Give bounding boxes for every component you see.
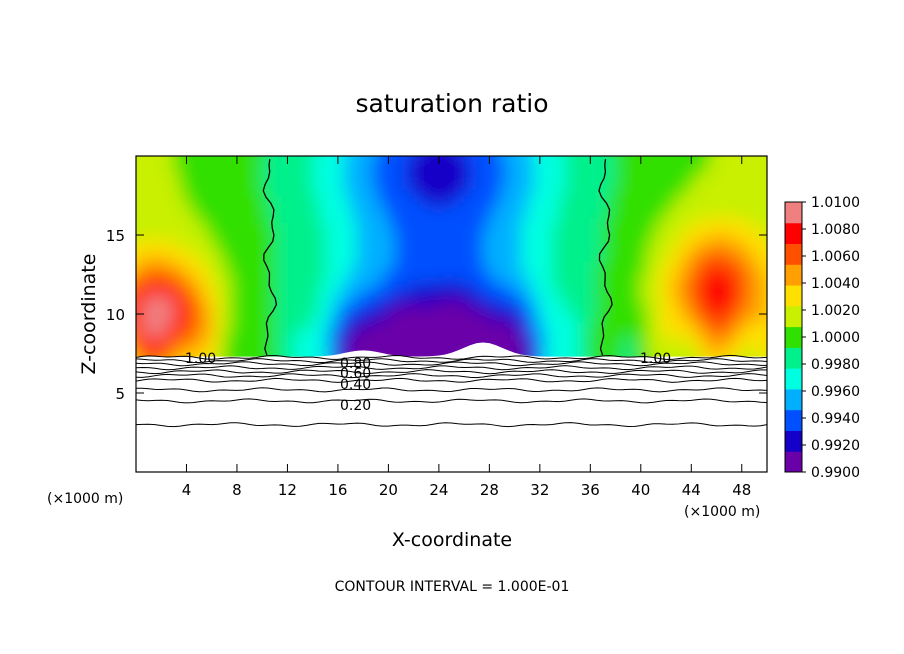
colorbar-swatch [785, 451, 802, 473]
contour-label-0.40: 0.40 [340, 377, 371, 393]
x-tick-label: 16 [328, 481, 347, 499]
colorbar-label: 0.9920 [811, 438, 860, 454]
colorbar-swatch [785, 368, 802, 390]
contour-line [136, 387, 767, 393]
y-tick-label: 10 [106, 306, 125, 324]
contour-line [136, 377, 767, 383]
colorbar-swatch [785, 305, 802, 328]
contour-line [136, 373, 767, 379]
contour-label-1.00-right: 1.00 [640, 351, 671, 367]
x-tick-label: 32 [530, 481, 549, 499]
contour-line [136, 361, 767, 367]
terrain-boundary [136, 342, 767, 472]
x-unit-label-right: (×1000 m) [684, 504, 760, 520]
colorbar-swatch [785, 430, 802, 452]
x-tick-label: 44 [682, 481, 701, 499]
contour-line [136, 422, 767, 428]
x-axis-ticks: 4 8 12 16 20 24 28 32 36 40 44 48 [182, 156, 751, 499]
y-tick-label: 5 [115, 385, 125, 403]
colorbar-swatch [785, 222, 802, 245]
colorbar-label: 0.9960 [811, 384, 860, 400]
saturation-field [136, 156, 767, 378]
colorbar-label: 1.0020 [811, 303, 860, 319]
colorbar-label: 0.9940 [811, 411, 860, 427]
x-tick-label: 36 [581, 481, 600, 499]
colorbar-swatch [785, 409, 802, 431]
colorbar-swatch [785, 347, 802, 369]
contour-label-1.00-left: 1.00 [185, 351, 216, 367]
x-tick-label: 40 [631, 481, 650, 499]
colorbar-label: 1.0000 [811, 330, 860, 346]
contour-line [136, 354, 767, 360]
colorbar-swatch [785, 285, 802, 307]
colorbar-swatch [785, 388, 802, 411]
x-tick-label: 4 [182, 481, 192, 499]
x-tick-label: 28 [480, 481, 499, 499]
contour-line [136, 358, 767, 364]
contour-line [136, 369, 767, 375]
contour-lines [136, 159, 767, 428]
contour-label-0.60: 0.60 [340, 366, 371, 382]
contour-label-0.20: 0.20 [340, 398, 371, 414]
colorbar: 1.0100 1.0080 1.0060 1.0040 1.0020 1.0000 0.99… [784, 195, 860, 481]
colorbar-swatch [785, 243, 802, 265]
chart-title: saturation ratio [355, 89, 548, 118]
y-tick-label: 15 [106, 227, 125, 245]
x-tick-label: 20 [379, 481, 398, 499]
x-axis-label: X-coordinate [392, 529, 512, 551]
x-unit-label-left: (×1000 m) [47, 491, 123, 507]
y-axis-label: Z-coordinate [78, 254, 100, 375]
contour-label-0.80: 0.80 [340, 356, 371, 372]
x-tick-label: 48 [732, 481, 751, 499]
colorbar-swatch [785, 264, 802, 286]
contour-interval-footer: CONTOUR INTERVAL = 1.000E-01 [335, 579, 570, 595]
colorbar-label: 0.9980 [811, 357, 860, 373]
contour-line-1.00 [262, 159, 278, 356]
x-tick-label: 24 [429, 481, 448, 499]
y-axis-ticks: 5 10 15 [106, 227, 767, 403]
colorbar-label: 1.0080 [811, 222, 860, 238]
colorbar-label: 0.9900 [811, 465, 860, 481]
colorbar-swatch [785, 202, 802, 224]
contour-line [136, 365, 767, 371]
colorbar-label: 1.0100 [811, 195, 860, 211]
colorbar-label: 1.0040 [811, 276, 860, 292]
colorbar-swatch [785, 326, 802, 348]
x-tick-label: 12 [278, 481, 297, 499]
colorbar-label: 1.0060 [811, 249, 860, 265]
x-tick-label: 8 [232, 481, 242, 499]
contour-line [136, 398, 767, 404]
contour-line-1.00 [598, 159, 613, 356]
